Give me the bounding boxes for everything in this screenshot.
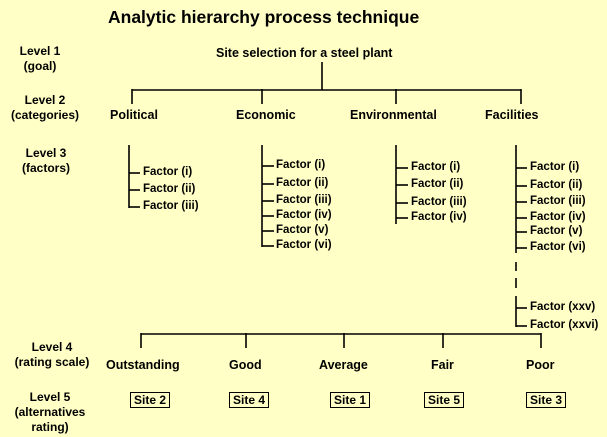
level-4-sub: (rating scale) (14, 355, 90, 369)
level-4-label: Level 4 (rating scale) (2, 340, 102, 370)
category-economic: Economic (236, 108, 296, 122)
level-5-sub2: rating) (31, 420, 69, 434)
goal-node: Site selection for a steel plant (216, 46, 393, 60)
facilities-factor-2: Factor (ii) (530, 179, 583, 191)
level-1-label: Level 1 (goal) (8, 44, 72, 74)
economic-factor-4: Factor (iv) (276, 209, 332, 221)
facilities-factor-5: Factor (v) (530, 225, 583, 237)
economic-factor-1: Factor (i) (276, 159, 326, 171)
political-factor-2: Factor (ii) (143, 183, 196, 195)
rating-good: Good (229, 358, 262, 372)
environmental-factor-1: Factor (i) (411, 161, 461, 173)
level-4-name: Level 4 (31, 340, 73, 354)
level-1-sub: (goal) (23, 59, 57, 73)
level-5-sub: (alternatives (14, 405, 86, 419)
category-facilities: Facilities (485, 108, 539, 122)
facilities-factor-6: Factor (vi) (530, 241, 586, 253)
environmental-factor-2: Factor (ii) (411, 178, 464, 190)
site-box-4: Site 5 (424, 392, 465, 408)
level-5-label: Level 5 (alternatives rating) (2, 390, 98, 435)
facilities-factor-3: Factor (iii) (530, 195, 586, 207)
political-factor-1: Factor (i) (143, 166, 193, 178)
level-3-sub: (factors) (21, 161, 70, 175)
level-1-name: Level 1 (19, 44, 61, 58)
political-factor-3: Factor (iii) (143, 200, 199, 212)
facilities-factor-1: Factor (i) (530, 161, 580, 173)
rating-average: Average (319, 358, 368, 372)
level-3-label: Level 3 (factors) (6, 146, 86, 176)
diagram-title: Analytic hierarchy process technique (108, 7, 420, 27)
level-3-name: Level 3 (25, 146, 67, 160)
category-environmental: Environmental (350, 108, 437, 122)
level-2-label: Level 2 (categories) (2, 93, 88, 123)
rating-fair: Fair (431, 358, 454, 372)
level-2-name: Level 2 (24, 93, 66, 107)
environmental-factor-3: Factor (iii) (411, 196, 467, 208)
level-5-name: Level 5 (29, 390, 71, 404)
facilities-factor-4: Factor (iv) (530, 211, 586, 223)
economic-factor-3: Factor (iii) (276, 194, 332, 206)
facilities-factor-25: Factor (xxv) (530, 301, 596, 313)
environmental-factor-4: Factor (iv) (411, 211, 467, 223)
facilities-factor-26: Factor (xxvi) (530, 319, 599, 331)
economic-factor-5: Factor (v) (276, 224, 329, 236)
site-box-2: Site 4 (229, 392, 270, 408)
category-political: Political (110, 108, 158, 122)
site-box-1: Site 2 (130, 392, 171, 408)
site-box-3: Site 1 (330, 392, 371, 408)
level-2-sub: (categories) (10, 108, 80, 122)
site-box-5: Site 3 (526, 392, 567, 408)
rating-poor: Poor (526, 358, 555, 372)
economic-factor-2: Factor (ii) (276, 177, 329, 189)
economic-factor-6: Factor (vi) (276, 239, 332, 251)
rating-outstanding: Outstanding (106, 358, 180, 372)
